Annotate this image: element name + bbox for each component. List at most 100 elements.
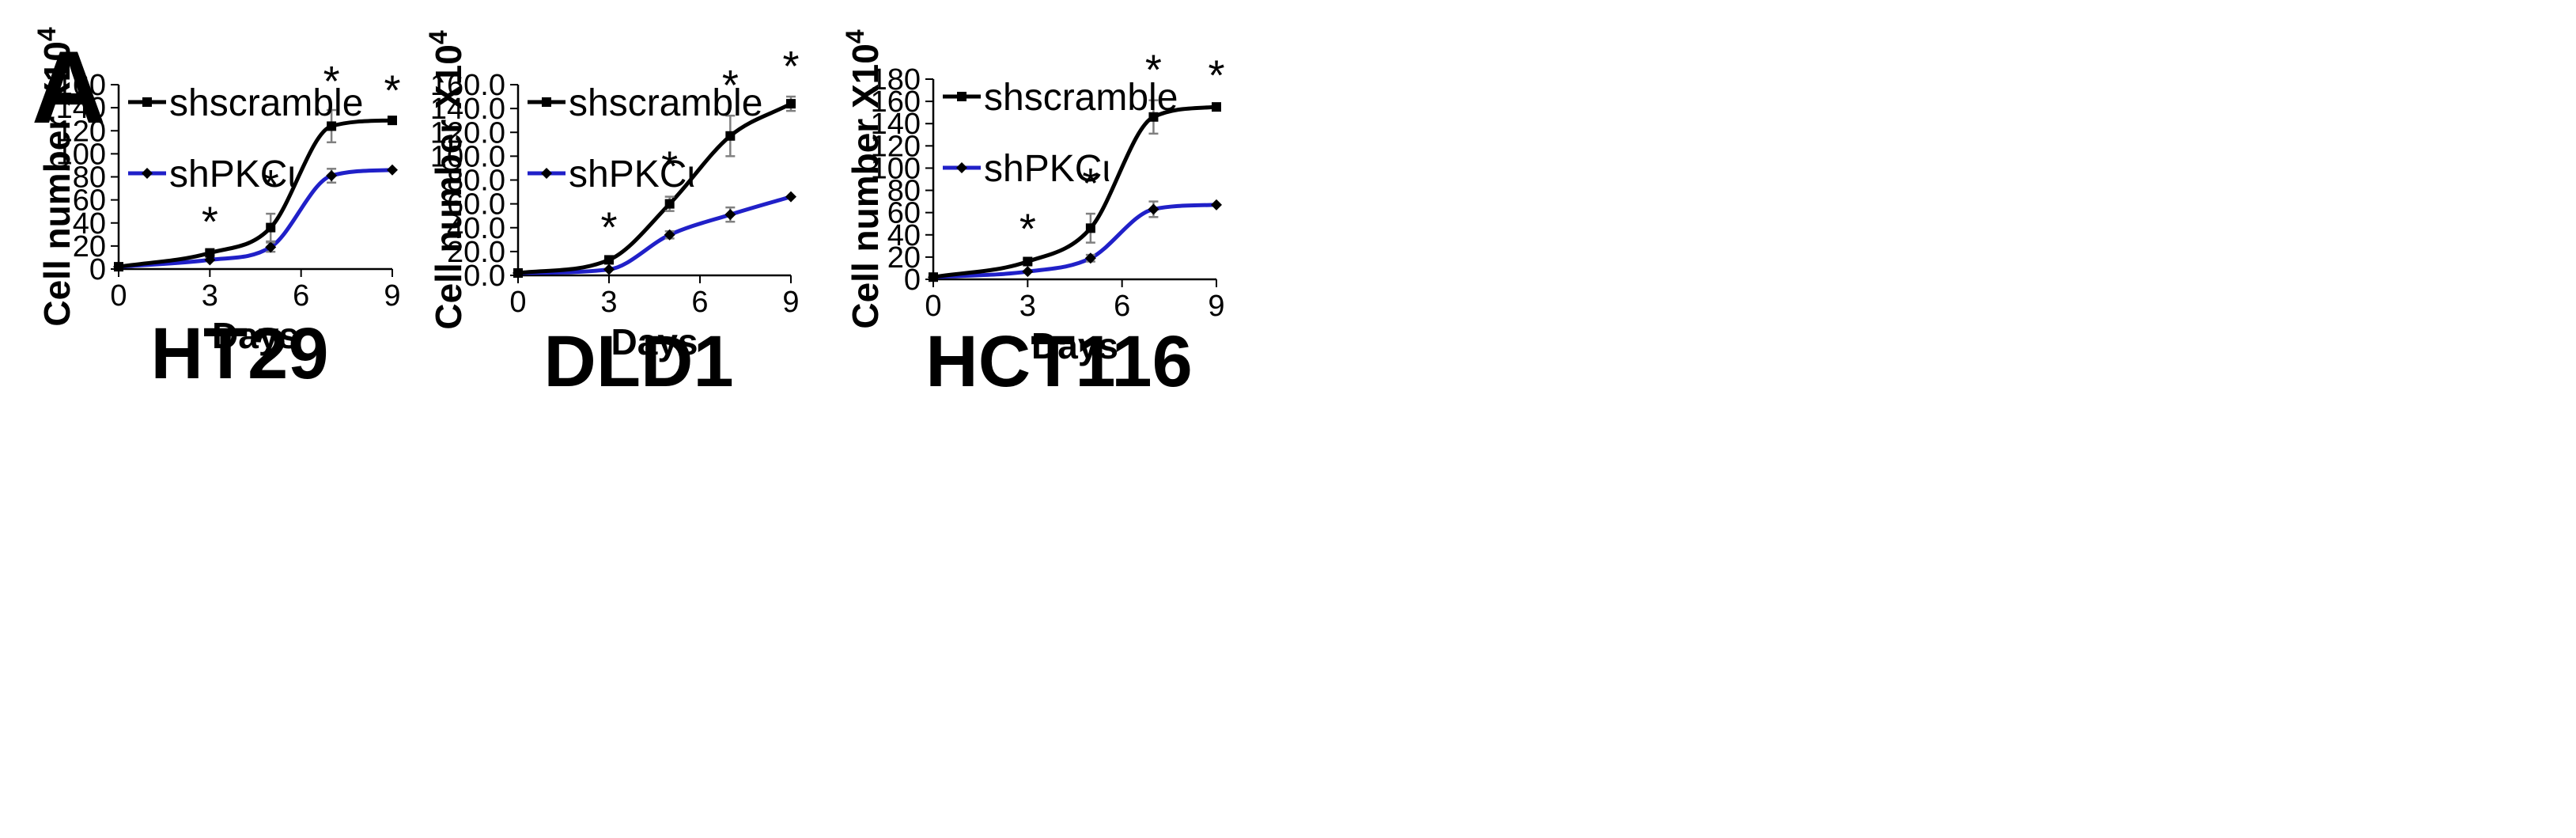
y-tick-label: 160 [871, 85, 921, 119]
y-tick-label: 160.0 [430, 69, 505, 102]
y-tick-label: 140 [871, 108, 921, 141]
significance-star: * [384, 67, 400, 115]
y-tick-label: 20.0 [447, 236, 505, 269]
x-tick-label: 3 [1019, 290, 1036, 323]
data-point-shscramble [664, 199, 675, 209]
data-point-shscramble [929, 272, 938, 282]
legend-marker [542, 97, 551, 107]
legend-marker [957, 92, 966, 101]
y-axis-title: Cell number X104 [32, 27, 78, 326]
y-axis-title-text: Cell number X10 [428, 44, 469, 329]
y-axis-title-superscript: 4 [841, 29, 869, 44]
significance-star: * [1082, 160, 1099, 207]
data-point-shscramble [327, 121, 337, 131]
y-tick-label: 100 [56, 138, 106, 171]
data-point-shscramble [388, 116, 397, 126]
y-tick-label: 120.0 [430, 116, 505, 150]
x-tick-label: 0 [509, 286, 526, 319]
x-tick-label: 6 [1114, 290, 1130, 323]
panel-label: A [32, 29, 106, 145]
y-tick-label: 20 [73, 230, 106, 264]
significance-star: * [600, 203, 617, 251]
x-tick-label: 3 [202, 279, 218, 313]
x-tick-label: 0 [925, 290, 941, 323]
chart-title: DLD1 [543, 321, 733, 402]
y-tick-label: 20 [887, 241, 921, 275]
x-tick-label: 0 [110, 279, 127, 313]
y-tick-label: 0.0 [463, 260, 505, 293]
data-point-shpkc [664, 229, 675, 241]
y-axis-title: Cell number X104 [424, 30, 469, 329]
data-point-shscramble [1212, 102, 1221, 112]
data-point-shscramble [513, 267, 523, 278]
y-tick-label: 60 [73, 184, 106, 218]
legend-marker [956, 162, 967, 173]
x-axis-title: Days [1031, 325, 1118, 366]
x-tick-label: 3 [600, 286, 617, 319]
data-point-shscramble [1023, 256, 1033, 267]
y-tick-label: 160 [56, 69, 106, 102]
data-point-shscramble [1148, 112, 1159, 122]
y-axis-title: Cell number X104 [841, 29, 886, 328]
chart-title: HT29 [151, 313, 329, 394]
data-point-shpkc [785, 191, 796, 203]
significance-star: * [1145, 47, 1162, 94]
significance-star: * [323, 58, 340, 105]
chart-title: HCT116 [925, 321, 1193, 402]
y-tick-label: 180 [871, 63, 921, 97]
legend-label: shscramble [169, 82, 363, 124]
y-tick-label: 80 [887, 175, 921, 208]
significance-star: * [1208, 52, 1224, 100]
data-point-shpkc [326, 170, 338, 182]
y-tick-label: 80.0 [447, 165, 505, 198]
data-point-shpkc [603, 264, 615, 275]
data-point-shpkc [1211, 199, 1222, 210]
significance-star: * [202, 199, 218, 246]
y-tick-label: 100 [871, 152, 921, 185]
y-tick-label: 100.0 [430, 140, 505, 173]
y-tick-label: 40 [887, 219, 921, 252]
series-line-shpkc [517, 195, 792, 275]
y-tick-label: 60 [887, 197, 921, 230]
legend-label: shPKCι [169, 154, 296, 195]
significance-star: * [661, 143, 678, 191]
y-axis-title-superscript: 4 [424, 30, 452, 44]
data-point-shpkc [265, 241, 277, 253]
data-point-shscramble [725, 131, 736, 141]
x-axis-title: Days [212, 315, 299, 356]
data-point-shscramble [604, 255, 614, 265]
y-tick-label: 120 [56, 115, 106, 148]
data-point-shscramble [786, 99, 796, 109]
x-axis-title: Days [611, 321, 698, 362]
significance-star: * [1019, 206, 1036, 253]
data-point-shscramble [205, 248, 215, 258]
significance-star: * [722, 62, 739, 109]
data-point-shpkc [724, 209, 736, 221]
data-point-shpkc [1084, 252, 1096, 264]
y-tick-label: 140.0 [430, 93, 505, 126]
legend-marker [142, 97, 152, 107]
x-tick-label: 9 [1208, 290, 1224, 323]
legend-label: shscramble [569, 82, 762, 124]
series-line-shscramble [932, 104, 1217, 279]
data-point-shscramble [114, 262, 123, 272]
y-tick-label: 120 [871, 130, 921, 163]
y-tick-label: 60.0 [447, 188, 505, 222]
x-tick-label: 9 [384, 279, 400, 313]
y-tick-label: 80 [73, 161, 106, 195]
data-point-shscramble [1085, 223, 1095, 233]
y-tick-label: 0 [89, 253, 106, 286]
legend-marker [541, 168, 552, 179]
y-axis-title-text: Cell number X10 [36, 41, 78, 326]
y-axis-title-text: Cell number X10 [845, 44, 886, 328]
legend-label: shscramble [984, 77, 1178, 119]
x-tick-label: 9 [782, 286, 799, 319]
legend-label: shPKCι [569, 154, 695, 195]
significance-star: * [782, 43, 799, 90]
significance-star: * [263, 161, 279, 209]
